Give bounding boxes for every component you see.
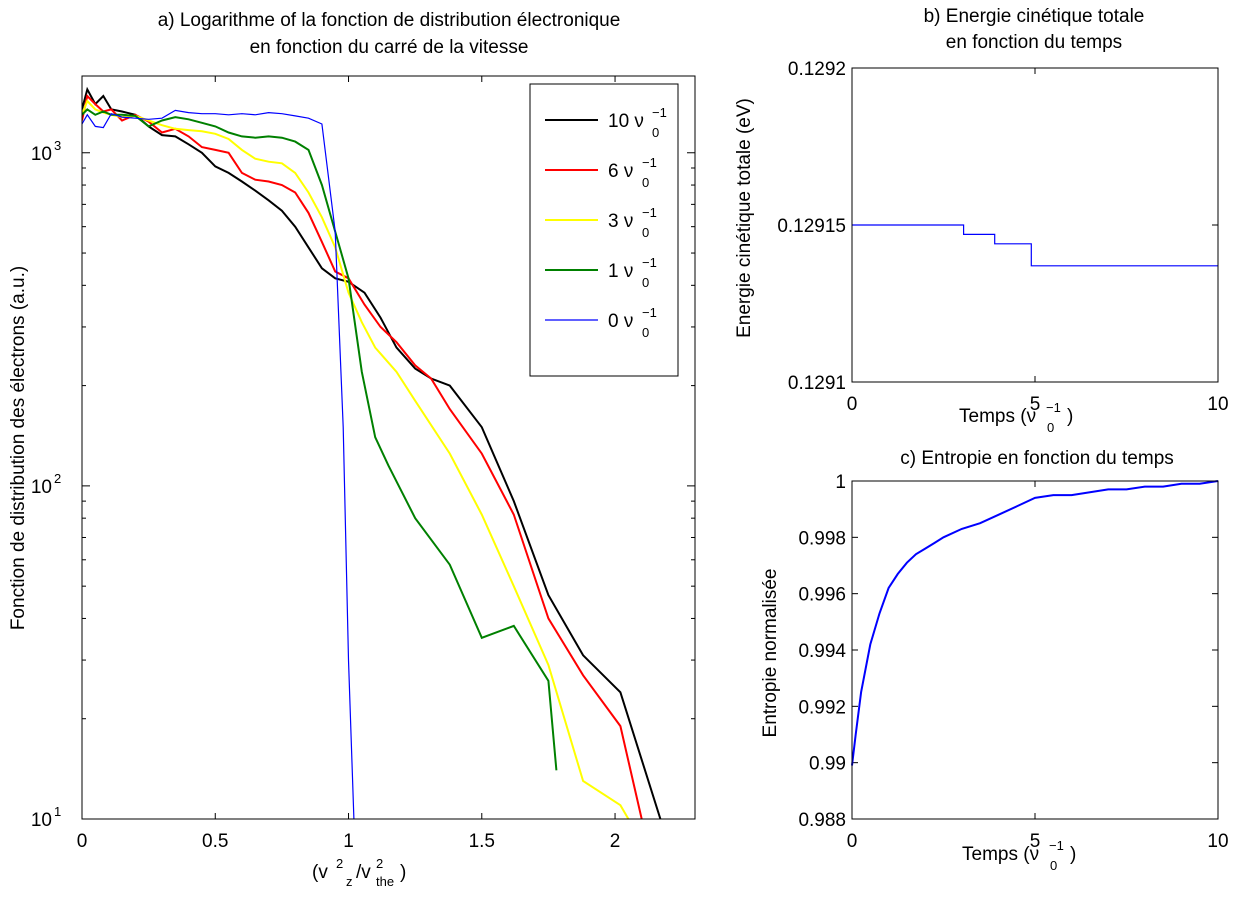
panel-b-energy: b) Energie cinétique totale en fonction … (734, 6, 1229, 435)
svg-text:−1: −1 (642, 205, 657, 220)
panel-c-xlabel: Temps (ν 0 −1 ) (962, 838, 1076, 873)
svg-text:10: 10 (31, 477, 52, 498)
panel-c-entropy: c) Entropie en fonction du temps 0 5 100.9… (760, 448, 1229, 873)
a-xtick-label: 0 (77, 831, 88, 852)
c-xtick-label: 0 (847, 831, 858, 852)
svg-text:2: 2 (336, 856, 343, 871)
svg-text:0: 0 (642, 275, 649, 290)
svg-text:Temps (ν: Temps (ν (959, 406, 1036, 427)
b-ytick-label: 0.1291 (788, 373, 846, 394)
c-ytick-label: 0.994 (798, 641, 846, 662)
svg-text:−1: −1 (652, 105, 667, 120)
panel-b-title-line1: b) Energie cinétique totale (924, 6, 1145, 27)
b-ytick-label: 0.1292 (788, 59, 846, 80)
legend-label-0: 10 ν 0 −1 (608, 105, 667, 140)
svg-text:6 ν: 6 ν (608, 161, 633, 182)
svg-text:(v: (v (312, 862, 328, 883)
panel-a-ylabel: Fonction de distribution des électrons (… (8, 266, 29, 630)
svg-text:Temps (ν: Temps (ν (962, 844, 1039, 865)
panel-c-ylabel: Entropie normalisée (760, 569, 781, 738)
svg-text:0 ν: 0 ν (608, 311, 633, 332)
svg-text:0: 0 (652, 125, 659, 140)
a-xtick-label: 2 (610, 831, 621, 852)
panel-a-title-line2: en fonction du carré de la vitesse (250, 37, 529, 58)
c-ytick-label: 0.988 (798, 810, 846, 831)
c-ytick-label: 0.992 (798, 697, 846, 718)
panel-b-xlabel: Temps (ν 0 −1 ) (959, 400, 1073, 435)
c-ytick-label: 0.998 (798, 528, 846, 549)
svg-text:0: 0 (1050, 858, 1057, 873)
c-ytick-label: 0.996 (798, 585, 846, 606)
svg-text:2: 2 (54, 471, 61, 486)
legend-label-4: 0 ν 0 −1 (608, 305, 657, 340)
legend-label-2: 3 ν 0 −1 (608, 205, 657, 240)
legend-label-1: 6 ν 0 −1 (608, 155, 657, 190)
a-series-line-4 (82, 109, 355, 819)
svg-text:): ) (1067, 406, 1073, 427)
svg-text:): ) (1070, 844, 1076, 865)
b-xtick-label: 5 (1030, 394, 1041, 415)
svg-text:0: 0 (1047, 420, 1054, 435)
svg-text:1 ν: 1 ν (608, 261, 633, 282)
b-xtick-label: 10 (1207, 394, 1228, 415)
a-xtick-label: 0.5 (202, 831, 228, 852)
a-series-line-0 (82, 86, 662, 819)
legend-label-3: 1 ν 0 −1 (608, 255, 657, 290)
a-xtick-label: 1.5 (469, 831, 495, 852)
svg-text:0: 0 (642, 175, 649, 190)
a-series-line-3 (82, 108, 558, 771)
svg-text:1: 1 (54, 804, 61, 819)
panel-c-title-line1: c) Entropie en fonction du temps (900, 448, 1174, 469)
svg-text:): ) (400, 862, 406, 883)
b-ytick-label: 0.12915 (777, 216, 846, 237)
svg-text:−1: −1 (642, 155, 657, 170)
svg-text:the: the (376, 874, 394, 889)
svg-text:10 ν: 10 ν (608, 111, 644, 132)
svg-text:3 ν: 3 ν (608, 211, 633, 232)
panel-b-axes-frame (851, 67, 1219, 383)
panel-a-axes-frame (81, 75, 696, 820)
c-series-line-0 (851, 480, 1219, 766)
b-xtick-label: 0 (847, 394, 858, 415)
svg-text:2: 2 (376, 856, 383, 871)
c-xtick-label: 5 (1030, 831, 1041, 852)
svg-text:10: 10 (31, 144, 52, 165)
svg-text:10: 10 (31, 810, 52, 831)
c-xtick-label: 10 (1207, 831, 1228, 852)
c-ytick-label: 1 (835, 472, 846, 493)
a-ytick-label: 10 3 (31, 138, 61, 165)
a-ytick-label: 10 2 (31, 471, 61, 498)
b-series-line-0 (852, 224, 1218, 267)
svg-text:−1: −1 (642, 255, 657, 270)
panel-b-ylabel: Energie cinétique totale (eV) (734, 98, 755, 338)
c-ytick-label: 0.99 (809, 754, 846, 775)
svg-text:/v: /v (356, 862, 371, 883)
panel-a-legend: 10 ν 0 −1 6 ν 0 −1 3 ν 0 −1 1 ν 0 −1 0 ν 0 −1 (529, 83, 679, 377)
a-xtick-label: 1 (343, 831, 354, 852)
svg-text:3: 3 (54, 138, 61, 153)
svg-text:−1: −1 (642, 305, 657, 320)
panel-c-axes-frame (851, 480, 1219, 820)
svg-text:−1: −1 (1046, 400, 1061, 415)
panel-a-distribution: a) Logarithme of la fonction de distribu… (8, 10, 696, 889)
svg-text:0: 0 (642, 325, 649, 340)
svg-text:0: 0 (642, 225, 649, 240)
svg-text:−1: −1 (1049, 838, 1064, 853)
a-series-line-2 (82, 99, 630, 819)
panel-a-title-line1: a) Logarithme of la fonction de distribu… (158, 10, 621, 31)
a-ytick-label: 10 1 (31, 804, 61, 831)
panel-b-title-line2: en fonction du temps (946, 32, 1122, 53)
panel-a-xlabel: (v z 2 /v 2 the ) (312, 856, 406, 889)
svg-text:z: z (346, 874, 353, 889)
